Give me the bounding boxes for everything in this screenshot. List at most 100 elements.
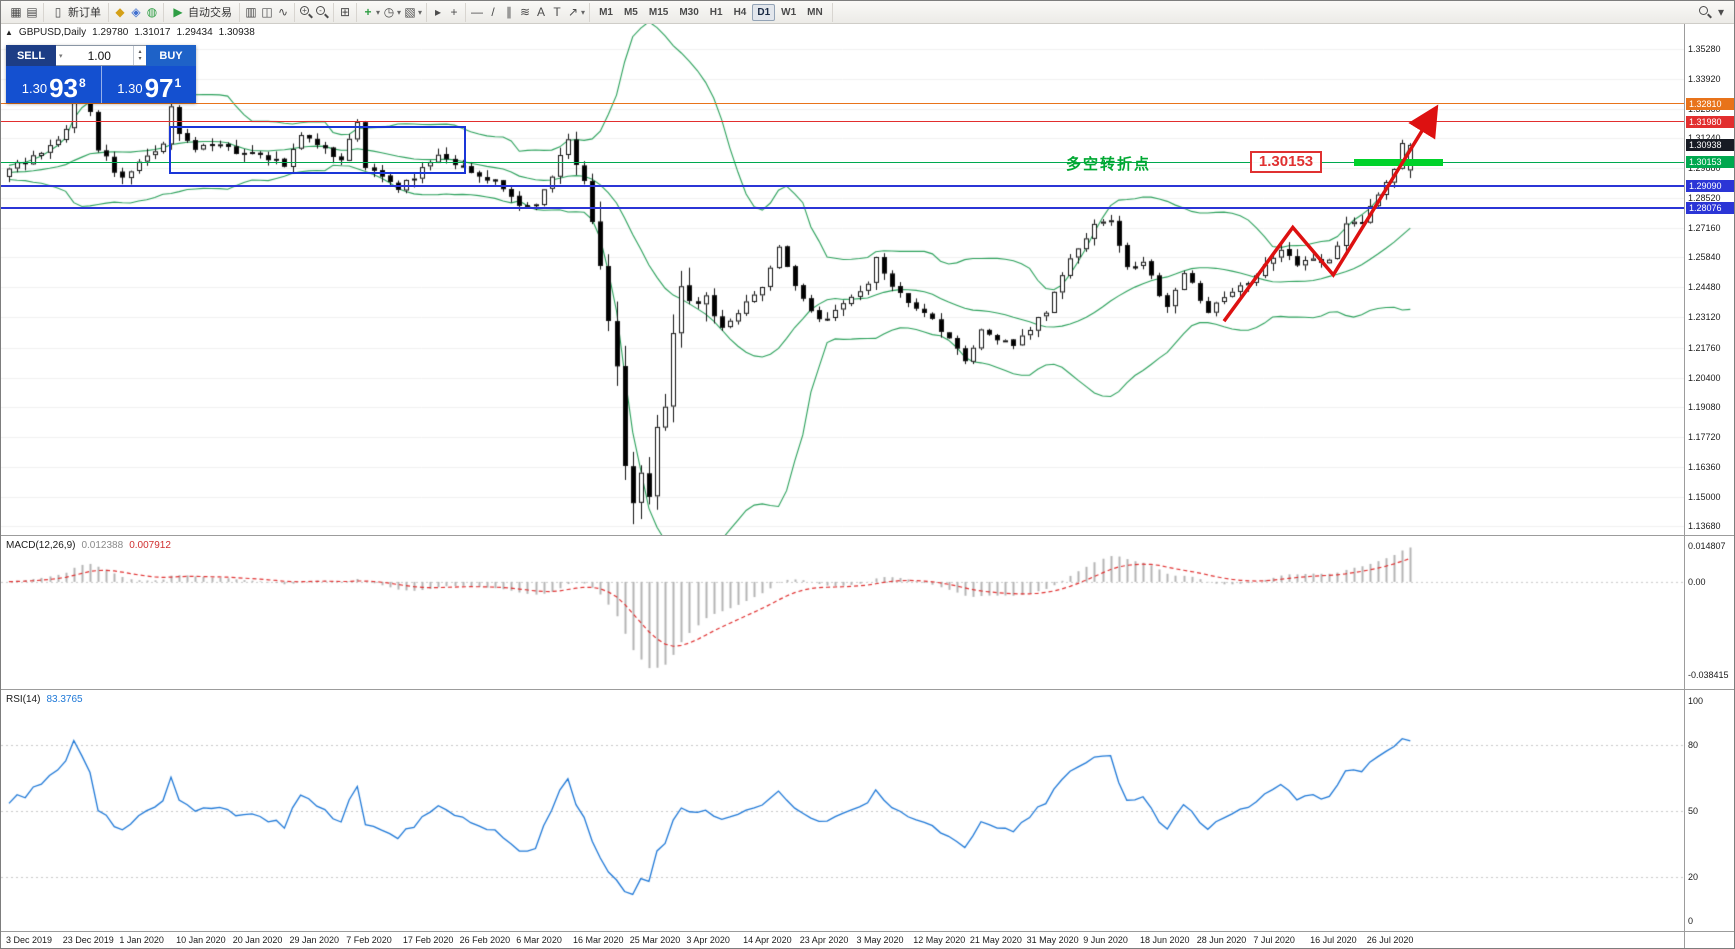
date-axis-label: 21 May 2020 [969,935,1022,945]
new-order-button[interactable]: ▯ 新订单 [48,3,104,21]
price-tag-1.30938[interactable]: 1.30938 [1686,138,1734,151]
price-tag-1.28076[interactable]: 1.28076 [1686,202,1734,215]
timeframe-button-m5[interactable]: M5 [623,6,638,18]
highlight-bar-object[interactable] [1353,158,1443,166]
rsi-panel-canvas[interactable] [1,691,1684,931]
date-axis-label: 3 Dec 2019 [6,935,53,945]
horizontal-line-icon[interactable]: — [471,5,484,19]
timeframe-button-h1[interactable]: H1 [709,6,723,18]
timeframe-button-w1[interactable]: W1 [781,6,797,18]
zoom-in-icon[interactable]: + [299,5,313,19]
price-tag-1.29090[interactable]: 1.29090 [1686,179,1734,192]
date-axis-label: 7 Feb 2020 [346,935,392,945]
data-window-icon[interactable]: ◈ [131,5,141,19]
macd-signal-value: 0.007912 [129,540,171,551]
date-axis-label: 10 Jan 2020 [176,935,226,945]
date-axis-label: 23 Apr 2020 [799,935,849,945]
price-tag-1.30153[interactable]: 1.30153 [1686,156,1734,169]
hline-1.31980[interactable] [1,121,1684,123]
periods-icon-dropdown-icon[interactable]: ▾ [397,7,402,17]
timeframe-button-m30[interactable]: M30 [679,6,699,18]
templates-icon[interactable]: ▧ [404,5,416,19]
price-flag-label[interactable]: 1.30153 [1249,151,1323,174]
date-axis-label: 26 Jul 2020 [1366,935,1414,945]
turning-point-label[interactable]: 多空转折点 [1066,155,1152,173]
toolbar-more-icon[interactable]: ▾ [1717,5,1725,19]
autotrading-button-label: 自动交易 [188,7,232,19]
tile-windows-icon[interactable]: ⊞ [339,5,351,19]
price-tag-1.31980[interactable]: 1.31980 [1686,115,1734,128]
autotrading-button[interactable]: ▶ 自动交易 [168,3,235,21]
channel-icon[interactable]: ∥ [506,5,513,19]
hline-1.32810[interactable] [1,103,1684,105]
timeframe-button-h4[interactable]: H4 [733,6,747,18]
text-icon[interactable]: A [537,5,546,19]
indicators-icon[interactable]: + [364,5,372,19]
date-axis-label: 26 Feb 2020 [459,935,511,945]
price-chart-canvas[interactable] [1,24,1684,535]
price-tag-1.32810[interactable]: 1.32810 [1686,97,1734,110]
price-axis[interactable]: 1.352801.339201.325601.312401.298801.285… [1686,24,1734,948]
hline-1.29090[interactable] [1,184,1684,187]
volume-stepper[interactable]: ▴ ▾ [133,46,146,65]
price-axis-tick: 1.24480 [1688,282,1721,293]
rsi-axis-label: 50 [1688,806,1699,816]
price-axis-tick: 1.21760 [1688,342,1721,353]
date-axis-label: 3 Apr 2020 [686,935,730,945]
crosshair-icon[interactable]: + [450,5,458,19]
timeframe-button-mn[interactable]: MN [807,6,823,18]
panel-splitter-rsi[interactable] [1,689,1734,690]
bar-chart-icon[interactable]: ▥ [245,5,257,19]
sell-button[interactable]: SELL [6,45,56,66]
time-axis[interactable]: 3 Dec 2019 23 Dec 2019 1 Jan 2020 10 Jan 20… [1,932,1684,948]
buy-button[interactable]: BUY [146,45,196,66]
line-chart-icon[interactable]: ∿ [277,5,289,19]
sell-price[interactable]: 1.30 93 8 [6,66,102,103]
price-axis-tick: 1.25840 [1688,252,1721,263]
timeframe-button-m1[interactable]: M1 [599,6,613,18]
hline-1.28076[interactable] [1,207,1684,210]
search-icon[interactable] [1698,5,1712,19]
volume-step-up-icon[interactable]: ▴ [138,48,142,55]
volume-dropdown-icon[interactable]: ▾ [59,52,63,60]
fibonacci-icon[interactable]: ≋ [520,5,531,19]
trendline-icon[interactable]: / [491,5,495,19]
new-order-button-label: 新订单 [68,7,101,19]
volume-step-down-icon[interactable]: ▾ [138,55,142,62]
trend-arrow-object[interactable] [1,24,1684,535]
hline-1.30153[interactable] [1,161,1684,163]
arrows-icon[interactable]: ↗ [568,5,579,19]
timeframe-button-m15[interactable]: M15 [648,6,669,18]
market-watch-icon[interactable]: ◆ [115,5,125,19]
rsi-name: RSI(14) [6,694,41,705]
rsi-label: RSI(14) 83.3765 [6,694,83,705]
sell-price-big: 93 [49,72,79,103]
volume-input[interactable]: ▾ 1.00 ▴ ▾ [56,45,146,66]
cursor-icon[interactable]: ▸ [435,5,442,19]
trade-panel-toggle-icon[interactable]: ▲ [5,28,13,37]
indicators-icon-dropdown-icon[interactable]: ▾ [376,7,381,17]
panel-splitter-macd[interactable] [1,535,1734,536]
date-axis-label: 20 Jan 2020 [232,935,283,945]
label-icon[interactable]: T [553,5,561,19]
templates-icon-dropdown-icon[interactable]: ▾ [418,7,423,17]
rsi-axis-label: 0 [1688,916,1694,926]
zoom-out-icon[interactable]: - [315,5,329,19]
macd-axis-label: 0.00 [1688,576,1706,587]
arrows-icon-dropdown-icon[interactable]: ▾ [581,7,586,17]
ohlc-low: 1.29434 [176,27,213,38]
date-axis-label: 31 May 2020 [1026,935,1079,945]
date-axis-label: 1 Jan 2020 [119,935,164,945]
macd-panel-canvas[interactable] [1,537,1684,689]
buy-price[interactable]: 1.30 97 1 [102,66,197,103]
chart-profiles-icon[interactable]: ▤ [26,5,38,19]
periods-icon[interactable]: ◷ [383,5,395,19]
volume-value: 1.00 [87,48,111,63]
macd-label: MACD(12,26,9) 0.012388 0.007912 [6,540,171,551]
timeframe-button-d1[interactable]: D1 [752,3,776,21]
navigator-icon[interactable]: ◍ [146,5,158,19]
candlestick-chart-icon[interactable]: ◫ [261,5,273,19]
new-order-icon: ▯ [54,5,62,19]
new-chart-icon[interactable]: ▦ [10,5,22,19]
rectangle-object[interactable] [168,125,466,175]
